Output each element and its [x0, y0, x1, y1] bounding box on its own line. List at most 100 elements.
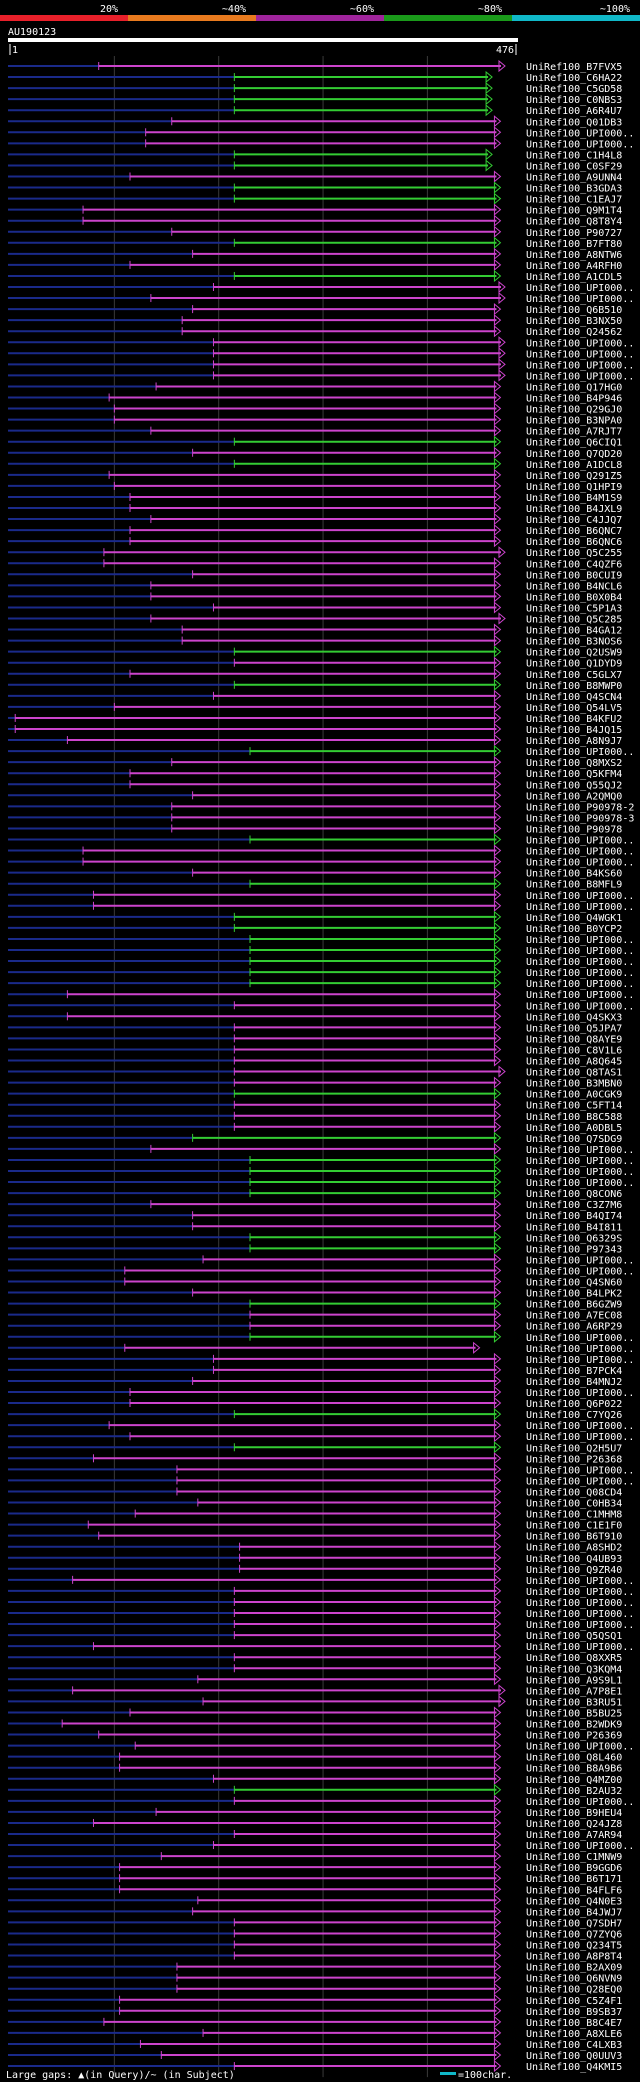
- hit-label[interactable]: UniRef100_B4JWJ7: [526, 1907, 622, 1918]
- hit-label[interactable]: UniRef100_Q291Z5: [526, 471, 622, 482]
- hit-row[interactable]: UniRef100_Q5C285: [8, 612, 622, 626]
- hit-label[interactable]: UniRef100_UPI000..: [526, 957, 634, 968]
- hit-row[interactable]: UniRef100_B4KFU2: [8, 711, 622, 725]
- hit-row[interactable]: UniRef100_Q1HPI9: [8, 479, 622, 493]
- hit-row[interactable]: UniRef100_C4JJQ7: [8, 512, 622, 526]
- hit-label[interactable]: UniRef100_Q3KQM4: [526, 1664, 622, 1675]
- hit-label[interactable]: UniRef100_UPI000..: [526, 1598, 634, 1609]
- hit-row[interactable]: UniRef100_UPI000..: [8, 833, 634, 847]
- hit-label[interactable]: UniRef100_Q8MXS2: [526, 758, 622, 769]
- hit-row[interactable]: UniRef100_UPI000..: [8, 1264, 634, 1277]
- hit-row[interactable]: UniRef100_Q6329S: [8, 1231, 622, 1244]
- hit-label[interactable]: UniRef100_UPI000..: [526, 946, 634, 957]
- hit-label[interactable]: UniRef100_UPI000..: [526, 1432, 634, 1443]
- hit-label[interactable]: UniRef100_B3RU51: [526, 1697, 622, 1708]
- hit-row[interactable]: UniRef100_B8MFL9: [8, 877, 622, 891]
- hit-label[interactable]: UniRef100_UPI000..: [526, 935, 634, 946]
- hit-row[interactable]: UniRef100_B6T171: [8, 1872, 622, 1885]
- hit-row[interactable]: UniRef100_B8C4E7: [8, 2015, 622, 2029]
- hit-row[interactable]: UniRef100_P90978-2: [8, 800, 634, 813]
- hit-label[interactable]: UniRef100_Q4UB93: [526, 1554, 622, 1565]
- hit-label[interactable]: UniRef100_B6T910: [526, 1532, 622, 1543]
- hit-label[interactable]: UniRef100_UPI000..: [526, 968, 634, 979]
- hit-label[interactable]: UniRef100_B4I811: [526, 1222, 622, 1233]
- hit-row[interactable]: UniRef100_P97343: [8, 1242, 622, 1255]
- hit-row[interactable]: UniRef100_UPI000..: [8, 1584, 634, 1598]
- hit-label[interactable]: UniRef100_Q55QJ2: [526, 780, 622, 791]
- hit-row[interactable]: UniRef100_P90727: [8, 225, 622, 239]
- hit-label[interactable]: UniRef100_C5FT14: [526, 1101, 622, 1112]
- hit-row[interactable]: UniRef100_A2QMQ0: [8, 789, 622, 802]
- hit-row[interactable]: UniRef100_Q7ZYQ6: [8, 1927, 622, 1940]
- hit-row[interactable]: UniRef100_UPI000..: [8, 1640, 634, 1653]
- hit-label[interactable]: UniRef100_UPI000..: [526, 1841, 634, 1852]
- hit-label[interactable]: UniRef100_B4GA12: [526, 626, 622, 637]
- hit-row[interactable]: UniRef100_B4M1S9: [8, 490, 622, 504]
- hit-label[interactable]: UniRef100_C5Z4F1: [526, 1996, 622, 2007]
- hit-label[interactable]: UniRef100_UPI000..: [526, 990, 634, 1001]
- hit-label[interactable]: UniRef100_UPI000..: [526, 1609, 634, 1620]
- hit-label[interactable]: UniRef100_A7P8E1: [526, 1686, 622, 1697]
- hit-row[interactable]: UniRef100_UPI000..: [8, 999, 634, 1012]
- hit-row[interactable]: UniRef100_Q8CON6: [8, 1187, 622, 1200]
- hit-row[interactable]: UniRef100_Q4SKX3: [8, 1010, 622, 1023]
- hit-label[interactable]: UniRef100_C6HA22: [526, 73, 622, 84]
- hit-label[interactable]: UniRef100_Q1DYD9: [526, 659, 622, 670]
- hit-row[interactable]: UniRef100_UPI000..: [8, 1430, 634, 1443]
- hit-label[interactable]: UniRef100_UPI000..: [526, 836, 634, 847]
- hit-row[interactable]: UniRef100_P90978-3: [8, 811, 634, 824]
- hit-row[interactable]: UniRef100_Q4MZ00: [8, 1772, 622, 1786]
- hit-row[interactable]: UniRef100_B0X0B4: [8, 590, 622, 603]
- hit-row[interactable]: UniRef100_B6T910: [8, 1529, 622, 1543]
- hit-label[interactable]: UniRef100_Q6B510: [526, 305, 622, 316]
- hit-label[interactable]: UniRef100_UPI000..: [526, 1642, 634, 1653]
- hit-label[interactable]: UniRef100_B8C4E7: [526, 2018, 622, 2029]
- hit-row[interactable]: UniRef100_UPI000..: [8, 347, 634, 360]
- hit-row[interactable]: UniRef100_UPI000..: [8, 855, 634, 869]
- hit-row[interactable]: UniRef100_B3NOS6: [8, 634, 622, 648]
- hit-row[interactable]: UniRef100_C4LXB3: [8, 2037, 622, 2051]
- hit-row[interactable]: UniRef100_UPI000..: [8, 369, 634, 382]
- hit-row[interactable]: UniRef100_C3Z7M6: [8, 1198, 622, 1211]
- hit-row[interactable]: UniRef100_A6RP29: [8, 1319, 622, 1333]
- hit-row[interactable]: UniRef100_A7RJT7: [8, 424, 622, 438]
- hit-row[interactable]: UniRef100_B9SB37: [8, 2004, 622, 2018]
- hit-label[interactable]: UniRef100_A9S9L1: [526, 1675, 622, 1686]
- hit-row[interactable]: UniRef100_C5GD58: [8, 82, 622, 95]
- hit-label[interactable]: UniRef100_UPI000..: [526, 1388, 634, 1399]
- hit-row[interactable]: UniRef100_Q5KFM4: [8, 767, 622, 780]
- hit-row[interactable]: UniRef100_A1DCL8: [8, 457, 622, 471]
- hit-row[interactable]: UniRef100_A8SHD2: [8, 1540, 622, 1554]
- hit-row[interactable]: UniRef100_B4LPK2: [8, 1286, 622, 1300]
- hit-label[interactable]: UniRef100_C1MHM8: [526, 1510, 622, 1521]
- hit-label[interactable]: UniRef100_Q24562: [526, 327, 622, 338]
- hit-row[interactable]: UniRef100_B9HEU4: [8, 1805, 622, 1819]
- hit-label[interactable]: UniRef100_UPI000..: [526, 1465, 634, 1476]
- hit-label[interactable]: UniRef100_B4LPK2: [526, 1289, 622, 1300]
- hit-label[interactable]: UniRef100_Q5QSQ1: [526, 1631, 622, 1642]
- hit-label[interactable]: UniRef100_UPI000..: [526, 847, 634, 858]
- hit-label[interactable]: UniRef100_A4RFH0: [526, 261, 622, 272]
- hit-row[interactable]: UniRef100_C4QZF6: [8, 557, 622, 570]
- hit-row[interactable]: UniRef100_A9S9L1: [8, 1673, 622, 1686]
- hit-label[interactable]: UniRef100_UPI000..: [526, 1476, 634, 1487]
- hit-row[interactable]: UniRef100_UPI000..: [8, 1175, 634, 1189]
- hit-row[interactable]: UniRef100_B4KS60: [8, 866, 622, 880]
- hit-label[interactable]: UniRef100_Q0UUV3: [526, 2051, 622, 2062]
- hit-label[interactable]: UniRef100_Q5C255: [526, 548, 622, 559]
- hit-row[interactable]: UniRef100_Q8T8Y4: [8, 214, 622, 228]
- hit-label[interactable]: UniRef100_A9UNN4: [526, 173, 622, 184]
- hit-row[interactable]: UniRef100_Q1DYD9: [8, 656, 622, 670]
- hit-label[interactable]: UniRef100_Q9ZR40: [526, 1565, 622, 1576]
- hit-label[interactable]: UniRef100_UPI000..: [526, 1145, 634, 1156]
- hit-label[interactable]: UniRef100_UPI000..: [526, 1156, 634, 1167]
- hit-label[interactable]: UniRef100_B6GZW9: [526, 1300, 622, 1311]
- hit-label[interactable]: UniRef100_UPI000..: [526, 1167, 634, 1178]
- hit-row[interactable]: UniRef100_C7YQ26: [8, 1408, 622, 1421]
- hit-label[interactable]: UniRef100_B6T171: [526, 1874, 622, 1885]
- hit-row[interactable]: UniRef100_B4NCL6: [8, 579, 622, 592]
- hit-label[interactable]: UniRef100_B2AU32: [526, 1786, 622, 1797]
- hit-row[interactable]: UniRef100_A6R4U7: [8, 104, 622, 117]
- hit-row[interactable]: UniRef100_C1EAJ7: [8, 192, 622, 206]
- hit-row[interactable]: UniRef100_UPI000..: [8, 943, 634, 957]
